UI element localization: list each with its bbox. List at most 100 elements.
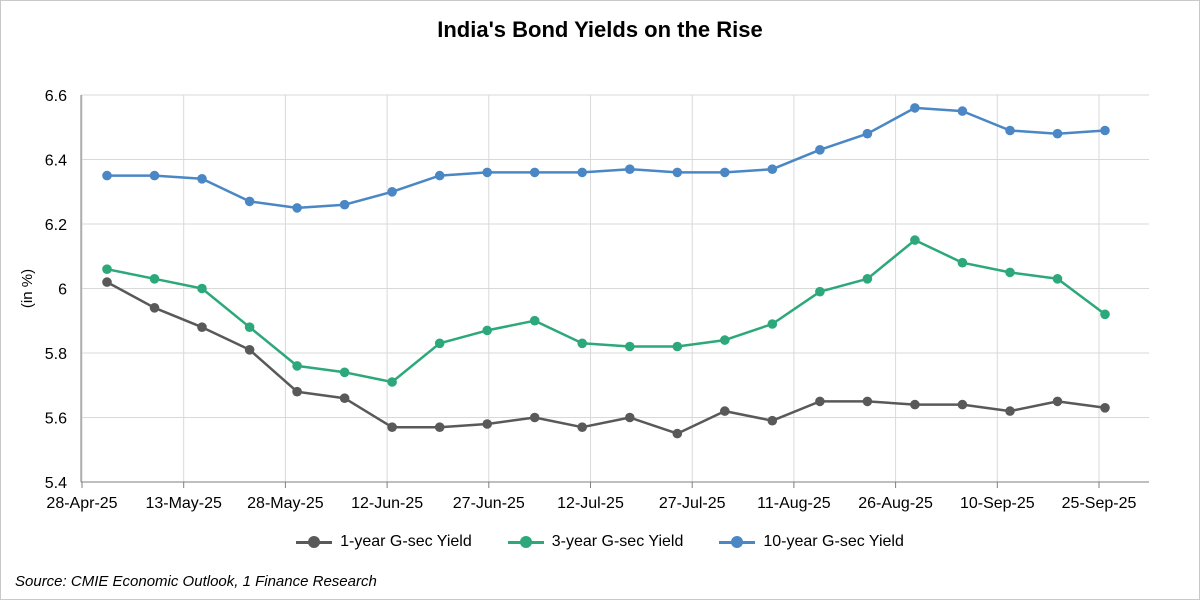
data-point <box>292 203 302 213</box>
x-tick-label: 11-Aug-25 <box>757 495 831 512</box>
series-line-0 <box>106 281 1106 435</box>
data-point <box>1052 274 1063 284</box>
data-point <box>482 167 493 178</box>
data-point <box>767 319 778 329</box>
legend-label-1yr: 1-year G-sec Yield <box>340 533 472 550</box>
data-point <box>1052 128 1063 139</box>
data-point <box>815 145 825 155</box>
data-point <box>957 399 968 410</box>
x-tick-label: 27-Jun-25 <box>453 495 525 512</box>
data-point <box>387 422 397 433</box>
data-point <box>577 338 587 349</box>
data-point <box>1005 125 1015 136</box>
legend-label-10yr: 10-year G-sec Yield <box>763 533 904 550</box>
data-point <box>767 164 778 174</box>
series-line-1 <box>106 238 1106 384</box>
y-tick-label: 6.6 <box>45 88 67 105</box>
data-point <box>862 128 873 139</box>
data-point <box>1100 125 1110 136</box>
data-point <box>720 335 730 345</box>
x-tick-label: 10-Sep-25 <box>960 495 1035 512</box>
data-point <box>910 103 920 113</box>
data-point <box>434 170 445 181</box>
y-tick-label: 6.4 <box>45 153 67 170</box>
x-tick-label: 12-Jun-25 <box>351 495 423 512</box>
y-tick-label: 6.2 <box>45 217 67 234</box>
x-tick-label: 28-May-25 <box>247 495 324 512</box>
chart-legend: 1-year G-sec Yield 3-year G-sec Yield 10… <box>1 533 1199 551</box>
data-point <box>577 167 587 178</box>
legend-marker-3yr <box>507 536 544 548</box>
y-tick-label: 5.6 <box>45 411 67 428</box>
source-note: Source: CMIE Economic Outlook, 1 Finance… <box>15 573 377 590</box>
data-point <box>102 170 112 181</box>
data-point <box>625 164 635 174</box>
data-point <box>672 341 683 352</box>
chart-title: India's Bond Yields on the Rise <box>437 17 763 42</box>
data-point <box>434 422 445 433</box>
data-point <box>197 322 207 333</box>
data-point <box>767 415 778 426</box>
y-tick-label: 6 <box>58 282 67 299</box>
x-tick-label: 28-Apr-25 <box>46 495 117 512</box>
data-point <box>339 393 350 404</box>
data-point <box>292 386 302 397</box>
data-point <box>244 345 255 355</box>
data-point <box>957 257 968 268</box>
data-point <box>482 419 493 429</box>
data-point <box>910 235 920 245</box>
data-point <box>1005 406 1015 416</box>
data-point <box>102 264 112 275</box>
data-point <box>1100 309 1110 320</box>
y-tick-label: 5.8 <box>45 346 67 363</box>
data-point <box>529 167 540 178</box>
data-point <box>672 167 683 178</box>
data-point <box>625 412 635 423</box>
y-axis-label: (in %) <box>19 269 36 308</box>
data-point <box>292 361 302 371</box>
x-tick-label: 25-Sep-25 <box>1062 495 1137 512</box>
data-point <box>149 303 160 313</box>
legend-marker-1yr <box>296 536 333 548</box>
data-point <box>387 377 397 387</box>
data-point <box>482 325 493 336</box>
data-point <box>910 399 920 410</box>
data-point <box>672 428 683 439</box>
data-point <box>720 406 730 416</box>
legend-item-3yr: 3-year G-sec Yield <box>507 533 684 551</box>
data-point <box>862 274 873 284</box>
data-point <box>149 274 160 284</box>
x-tick-label: 26-Aug-25 <box>858 495 933 512</box>
data-point <box>957 106 968 116</box>
data-point <box>197 283 207 294</box>
data-point <box>339 199 350 210</box>
data-point <box>577 422 587 433</box>
data-point <box>102 277 112 287</box>
x-tick-label: 12-Jul-25 <box>557 495 624 512</box>
data-point <box>720 167 730 178</box>
data-point <box>1005 267 1015 278</box>
data-point <box>529 315 540 326</box>
x-tick-label: 27-Jul-25 <box>659 495 726 512</box>
data-point <box>197 174 207 184</box>
data-point <box>815 396 825 407</box>
legend-item-10yr: 10-year G-sec Yield <box>719 533 904 551</box>
y-tick-label: 5.4 <box>45 475 67 492</box>
data-point <box>625 341 635 352</box>
data-point <box>149 170 160 181</box>
legend-label-3yr: 3-year G-sec Yield <box>551 533 684 550</box>
data-point <box>434 338 445 349</box>
data-point <box>529 412 540 423</box>
legend-marker-10yr <box>719 536 756 548</box>
x-tick-label: 13-May-25 <box>145 495 222 512</box>
series-line-2 <box>107 106 1106 210</box>
data-point <box>1052 396 1063 407</box>
data-point <box>1100 403 1110 413</box>
data-point <box>244 322 255 333</box>
data-point <box>244 196 255 207</box>
data-point <box>339 367 350 378</box>
data-point <box>815 286 825 297</box>
data-point <box>862 396 873 407</box>
